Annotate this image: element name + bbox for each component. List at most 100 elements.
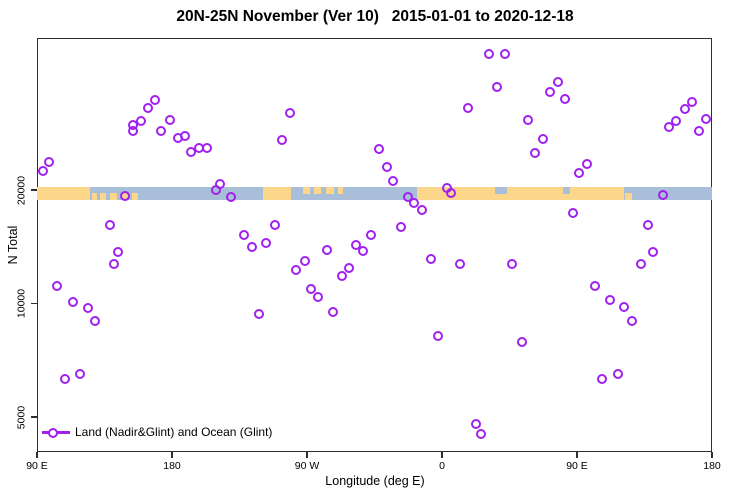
data-point [186,147,197,158]
x-axis-tick [441,452,443,458]
data-point [560,93,570,104]
data-point [671,115,681,126]
data-point [374,143,384,154]
chart-title: 20N-25N November (Ver 10) 2015-01-01 to … [176,8,574,25]
y-axis-tick [31,302,37,305]
x-axis-tick [36,452,38,458]
data-point [462,103,473,113]
data-point [446,188,456,199]
map-band-ocean-notch [494,187,507,195]
data-point [381,162,392,173]
data-point [351,239,362,250]
data-point [545,86,555,97]
x-tick-label: 90 E [26,460,48,472]
x-axis-tick [576,452,578,458]
map-band-land-segment [37,187,90,200]
data-point [75,369,86,380]
map-band-land-segment [302,187,310,195]
map-band-land-segment [326,187,334,195]
data-point [483,48,494,59]
data-point [135,115,146,126]
data-point [261,237,272,248]
data-point [270,219,281,230]
data-point [150,94,161,105]
x-tick-label: 0 [439,460,445,472]
data-point [51,281,62,292]
data-point [120,190,131,201]
data-point [321,244,332,255]
map-band-land-segment [131,192,138,200]
data-point [165,114,176,125]
map-band-land-segment [314,187,321,195]
data-point [567,207,578,218]
map-band-ocean-notch [563,187,570,195]
y-tick-label: 10000 [15,288,28,319]
data-point [627,315,638,326]
data-point [455,259,465,270]
x-tick-label: 90 W [294,460,320,472]
legend-label: Land (Nadir&Glint) and Ocean (Glint) [75,425,273,439]
data-point [246,242,257,253]
data-point [68,296,78,307]
data-point [254,308,264,319]
map-band-land-segment [625,192,633,200]
data-point [516,337,527,348]
data-point [636,259,647,270]
data-point [417,205,428,215]
data-point [156,125,167,136]
data-point [108,259,119,270]
y-axis-tick [31,416,37,418]
data-point [476,429,486,440]
data-point [701,113,711,124]
data-point [552,76,563,87]
data-point [500,48,510,59]
data-point [507,259,518,270]
data-point [357,245,368,256]
data-point [522,114,533,125]
data-point [327,306,338,317]
x-tick-label: 90 E [566,460,588,472]
data-point [693,125,704,136]
data-point [180,131,191,142]
data-point [605,295,615,306]
data-point [201,143,212,154]
data-point [573,167,584,178]
data-point [291,264,302,275]
data-point [537,134,548,145]
data-point [239,229,249,240]
x-tick-label: 180 [163,460,181,472]
data-point [38,166,48,177]
x-axis-label: Longitude (deg E) [325,474,425,488]
map-band-land-segment [263,187,291,200]
map-band-land-segment [338,187,343,195]
y-tick-label: 20000 [15,175,28,205]
data-point [582,159,593,170]
data-point [396,221,407,232]
map-band-land-segment [92,192,97,200]
data-point [590,281,600,292]
data-point [276,135,287,146]
data-point [113,246,123,257]
data-point [83,303,93,314]
data-point [336,271,347,282]
map-band-land-segment [100,192,106,200]
data-point [642,219,653,230]
data-point [402,191,413,202]
x-tick-label: 180 [703,460,721,472]
data-point [306,284,317,295]
data-point [366,229,377,240]
x-axis-tick [306,452,308,458]
y-tick-label: 5000 [15,405,28,429]
data-point [618,301,629,312]
data-point [215,179,225,190]
data-point [597,374,608,385]
data-point [90,315,101,326]
data-point [648,246,659,257]
data-point [44,157,54,168]
data-point [105,219,116,230]
map-band-land-segment [416,187,624,200]
data-point [471,418,482,429]
data-point [663,121,674,132]
data-point [432,330,443,341]
